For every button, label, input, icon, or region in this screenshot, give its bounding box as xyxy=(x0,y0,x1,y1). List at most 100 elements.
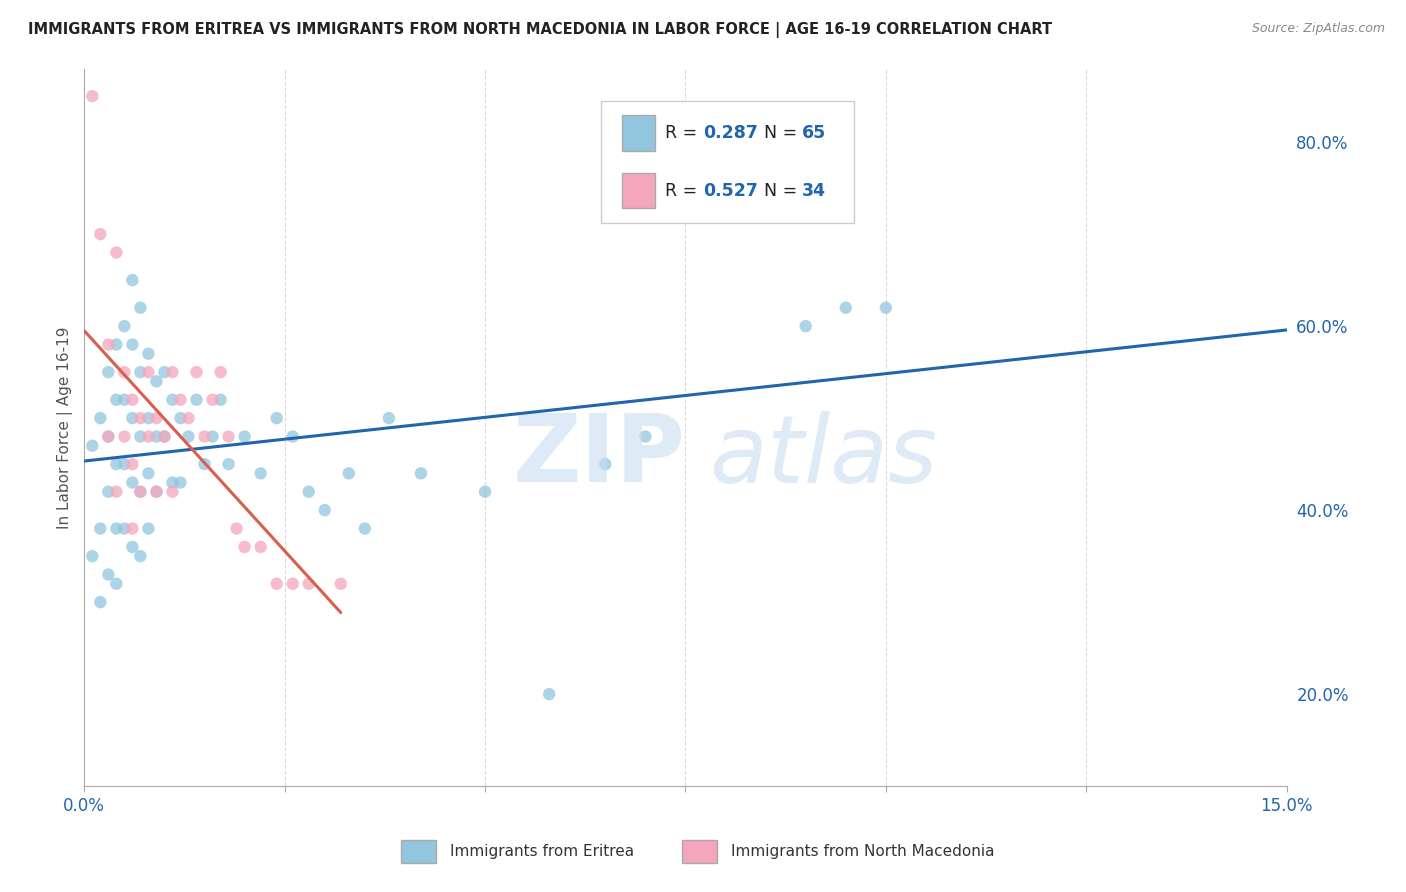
Point xyxy=(89,595,111,609)
Point xyxy=(145,375,167,389)
Point xyxy=(138,429,160,443)
Point xyxy=(138,411,160,425)
Point xyxy=(121,522,143,536)
Point xyxy=(218,429,240,443)
Point xyxy=(218,457,240,471)
Point xyxy=(97,567,120,582)
Point xyxy=(145,484,167,499)
Text: 34: 34 xyxy=(801,181,827,200)
Point xyxy=(153,429,176,443)
Point xyxy=(177,411,200,425)
Point xyxy=(97,337,120,351)
Point xyxy=(112,392,135,407)
Point xyxy=(138,365,160,379)
Point xyxy=(266,411,288,425)
Point xyxy=(97,365,120,379)
Point xyxy=(162,475,184,490)
Point xyxy=(209,392,232,407)
Point xyxy=(121,273,143,287)
Point xyxy=(105,576,128,591)
Point xyxy=(153,429,176,443)
Point xyxy=(121,540,143,554)
Point xyxy=(209,365,232,379)
Point xyxy=(281,576,304,591)
Point xyxy=(145,484,167,499)
Point xyxy=(129,484,152,499)
Point xyxy=(112,522,135,536)
Text: Immigrants from North Macedonia: Immigrants from North Macedonia xyxy=(731,845,994,859)
Text: Immigrants from Eritrea: Immigrants from Eritrea xyxy=(450,845,634,859)
Point xyxy=(105,522,128,536)
Point xyxy=(378,411,401,425)
Point xyxy=(138,347,160,361)
Point xyxy=(314,503,336,517)
Point xyxy=(105,392,128,407)
Point xyxy=(129,549,152,563)
Point xyxy=(105,457,128,471)
Text: 65: 65 xyxy=(801,124,827,142)
FancyBboxPatch shape xyxy=(621,115,655,151)
Point xyxy=(329,576,352,591)
Point xyxy=(145,411,167,425)
Point xyxy=(298,576,321,591)
FancyBboxPatch shape xyxy=(602,101,853,223)
Point xyxy=(186,365,208,379)
Point xyxy=(794,319,817,334)
Point xyxy=(129,484,152,499)
Point xyxy=(82,89,104,103)
Point xyxy=(225,522,247,536)
Point xyxy=(169,475,191,490)
Text: R =: R = xyxy=(665,124,703,142)
FancyBboxPatch shape xyxy=(621,172,655,209)
Point xyxy=(138,467,160,481)
Point xyxy=(169,392,191,407)
Point xyxy=(129,365,152,379)
Point xyxy=(875,301,897,315)
Point xyxy=(201,429,224,443)
Point xyxy=(105,337,128,351)
Point xyxy=(82,439,104,453)
Point xyxy=(233,540,256,554)
Point xyxy=(177,429,200,443)
Point xyxy=(82,549,104,563)
Text: IMMIGRANTS FROM ERITREA VS IMMIGRANTS FROM NORTH MACEDONIA IN LABOR FORCE | AGE : IMMIGRANTS FROM ERITREA VS IMMIGRANTS FR… xyxy=(28,22,1052,38)
Point xyxy=(97,429,120,443)
Point xyxy=(89,411,111,425)
Point xyxy=(249,467,271,481)
Point xyxy=(162,365,184,379)
Point xyxy=(193,457,215,471)
Point xyxy=(298,484,321,499)
Point xyxy=(353,522,375,536)
Text: N =: N = xyxy=(763,124,803,142)
Text: Source: ZipAtlas.com: Source: ZipAtlas.com xyxy=(1251,22,1385,36)
Point xyxy=(595,457,617,471)
Point xyxy=(121,337,143,351)
Point xyxy=(675,209,697,223)
Point xyxy=(105,484,128,499)
Point xyxy=(249,540,271,554)
Point xyxy=(193,429,215,443)
Text: atlas: atlas xyxy=(710,410,938,501)
Point xyxy=(337,467,360,481)
Point xyxy=(634,429,657,443)
Point xyxy=(409,467,432,481)
Y-axis label: In Labor Force | Age 16-19: In Labor Force | Age 16-19 xyxy=(58,326,73,529)
Point xyxy=(281,429,304,443)
Point xyxy=(153,365,176,379)
Point xyxy=(233,429,256,443)
Point xyxy=(162,392,184,407)
Text: 0.287: 0.287 xyxy=(703,124,758,142)
Point xyxy=(112,457,135,471)
Text: 0.527: 0.527 xyxy=(703,181,758,200)
Point xyxy=(129,411,152,425)
Point xyxy=(112,429,135,443)
Point xyxy=(129,301,152,315)
Point xyxy=(169,411,191,425)
Point xyxy=(474,484,496,499)
Point xyxy=(201,392,224,407)
Point xyxy=(186,392,208,407)
Point xyxy=(121,475,143,490)
Point xyxy=(835,301,858,315)
Point xyxy=(121,392,143,407)
Text: ZIP: ZIP xyxy=(513,410,686,502)
